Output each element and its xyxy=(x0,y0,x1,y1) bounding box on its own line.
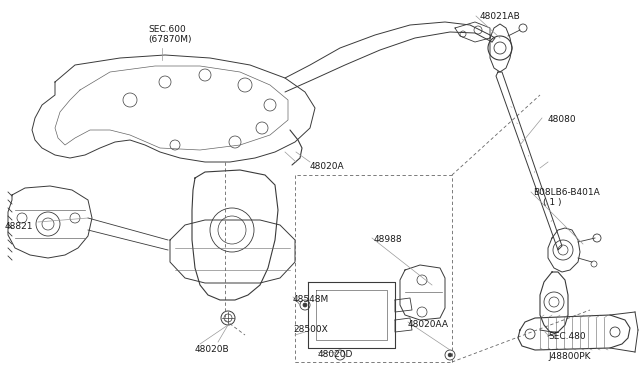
Text: SEC.480: SEC.480 xyxy=(548,332,586,341)
Text: 48548M: 48548M xyxy=(293,295,329,304)
Circle shape xyxy=(303,303,307,307)
Text: 48020D: 48020D xyxy=(318,350,353,359)
Text: SEC.600: SEC.600 xyxy=(148,25,186,34)
Text: 48080: 48080 xyxy=(548,115,577,124)
Text: B08LB6-B401A: B08LB6-B401A xyxy=(533,188,600,197)
Text: 48020B: 48020B xyxy=(195,345,230,354)
Text: J48800PK: J48800PK xyxy=(548,352,591,361)
Text: 28500X: 28500X xyxy=(293,325,328,334)
Text: ( 1 ): ( 1 ) xyxy=(543,198,561,207)
Text: (67870M): (67870M) xyxy=(148,35,191,44)
Text: 48020A: 48020A xyxy=(310,162,344,171)
Text: 48988: 48988 xyxy=(374,235,403,244)
Text: 48020AA: 48020AA xyxy=(408,320,449,329)
Text: 48021AB: 48021AB xyxy=(480,12,521,21)
Text: 48821: 48821 xyxy=(5,222,33,231)
Circle shape xyxy=(448,353,452,357)
